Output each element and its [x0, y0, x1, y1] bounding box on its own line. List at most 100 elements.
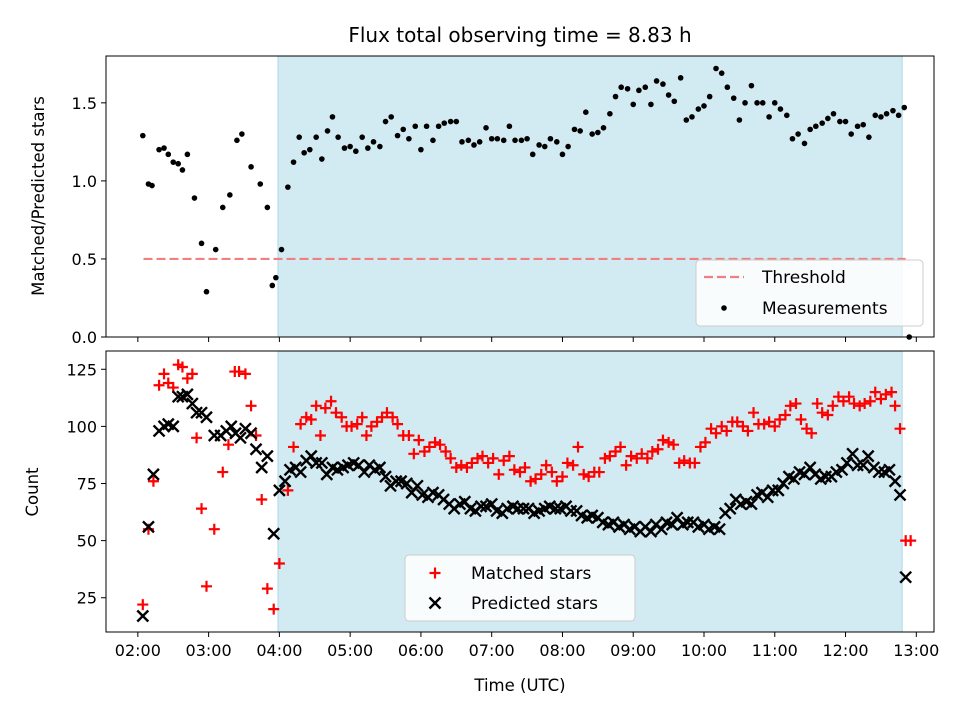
- legend-box: [404, 554, 636, 622]
- predicted-star-point: [357, 465, 371, 479]
- matched-star-point: [742, 425, 754, 437]
- matched-star-point: [186, 368, 198, 380]
- y-tick-label: 125: [66, 360, 97, 379]
- matched-star-point: [158, 368, 170, 380]
- measurement-point: [329, 114, 336, 120]
- matched-star-point: [811, 398, 823, 410]
- predicted-star-point: [234, 431, 247, 445]
- measurement-point: [825, 115, 831, 122]
- bottom-legend: Matched stars Predicted stars: [404, 554, 636, 622]
- legend-predicted-label: Predicted stars: [471, 594, 598, 614]
- predicted-star-point: [411, 479, 424, 493]
- measurement-point: [418, 146, 424, 153]
- measurement-point: [435, 123, 442, 130]
- matched-star-point: [546, 466, 558, 478]
- measurement-point: [441, 120, 448, 126]
- measurement-point: [759, 100, 766, 106]
- matched-star-point: [408, 448, 420, 460]
- measurement-point: [156, 146, 162, 153]
- matched-star-point: [540, 459, 552, 471]
- measurement-point: [890, 107, 896, 114]
- matched-star-point: [217, 466, 229, 478]
- matched-star-point: [864, 395, 876, 407]
- measurement-point: [784, 112, 790, 119]
- predicted-star-point: [190, 406, 203, 420]
- measurement-point: [701, 103, 707, 109]
- predicted-star-point: [185, 397, 199, 410]
- y-tick-label: 0.5: [72, 250, 97, 269]
- measurement-point: [736, 117, 743, 123]
- measurement-point: [341, 145, 348, 151]
- measurement-point: [901, 104, 908, 111]
- matched-star-point: [300, 411, 312, 423]
- matched-star-point: [641, 452, 653, 464]
- matched-star-point: [273, 557, 285, 569]
- predicted-star-point: [665, 518, 679, 531]
- measurement-point: [191, 195, 198, 201]
- matched-star-point: [790, 398, 802, 410]
- predicted-star-point: [244, 426, 258, 440]
- measurement-point: [494, 135, 501, 142]
- x-tick-label: 02:00: [115, 641, 161, 660]
- predicted-star-point: [771, 484, 785, 497]
- measurement-point: [447, 118, 454, 125]
- matched-star-point: [784, 400, 796, 412]
- x-tick-label: 03:00: [186, 641, 232, 660]
- measurement-point: [227, 192, 233, 198]
- measurement-point: [624, 85, 631, 92]
- measurement-point: [848, 131, 854, 137]
- measurement-point: [212, 246, 219, 253]
- matched-star-point: [779, 409, 791, 421]
- measurement-point: [595, 129, 601, 136]
- predicted-star-point: [883, 463, 896, 477]
- measurement-point: [359, 134, 365, 140]
- predicted-star-point: [856, 458, 870, 472]
- matched-star-point: [848, 398, 860, 410]
- x-tick-label: 13:00: [893, 641, 939, 660]
- matched-star-point: [305, 414, 317, 426]
- matched-star-point: [620, 459, 632, 471]
- matched-star-point: [604, 450, 616, 462]
- matched-star-point: [472, 452, 484, 464]
- measurement-point: [547, 135, 554, 142]
- matched-star-point: [403, 430, 415, 442]
- measurement-point: [724, 84, 731, 91]
- measurement-point: [370, 139, 377, 145]
- measurement-point: [872, 112, 879, 119]
- measurement-point: [319, 156, 325, 162]
- measurement-point: [500, 137, 507, 144]
- measurement-point: [777, 106, 784, 112]
- measurement-point: [394, 132, 401, 139]
- matched-star-point: [365, 420, 377, 432]
- matched-star-point: [423, 441, 435, 453]
- measurement-point: [730, 95, 737, 101]
- matched-star-point: [387, 411, 399, 423]
- legend-threshold-label: Threshold: [761, 268, 846, 288]
- x-tick-label: 06:00: [398, 641, 444, 660]
- x-tick-label: 04:00: [256, 641, 302, 660]
- predicted-star-point: [803, 461, 817, 474]
- measurement-point: [149, 182, 155, 189]
- x-tick-label: 10:00: [681, 641, 727, 660]
- measurement-point: [239, 131, 245, 137]
- x-axis-label: Time (UTC): [473, 676, 565, 695]
- matched-star-point: [440, 446, 452, 458]
- matched-star-point: [816, 407, 828, 419]
- predicted-star-point: [893, 488, 907, 502]
- matched-star-point: [567, 459, 579, 471]
- measurement-point: [642, 84, 649, 91]
- matched-star-point: [245, 400, 257, 412]
- measurement-point: [423, 123, 430, 130]
- measurement-point: [518, 137, 525, 144]
- top-axes-frame: [105, 55, 935, 338]
- measurement-point: [453, 118, 460, 125]
- measurement-point: [541, 143, 548, 150]
- measurement-point: [677, 75, 684, 81]
- measurement-point: [296, 134, 303, 140]
- matched-star-point: [827, 400, 839, 412]
- matched-star-point: [256, 493, 268, 505]
- measurement-point: [488, 135, 495, 142]
- measurement-point: [278, 246, 285, 253]
- measurement-point: [324, 128, 331, 134]
